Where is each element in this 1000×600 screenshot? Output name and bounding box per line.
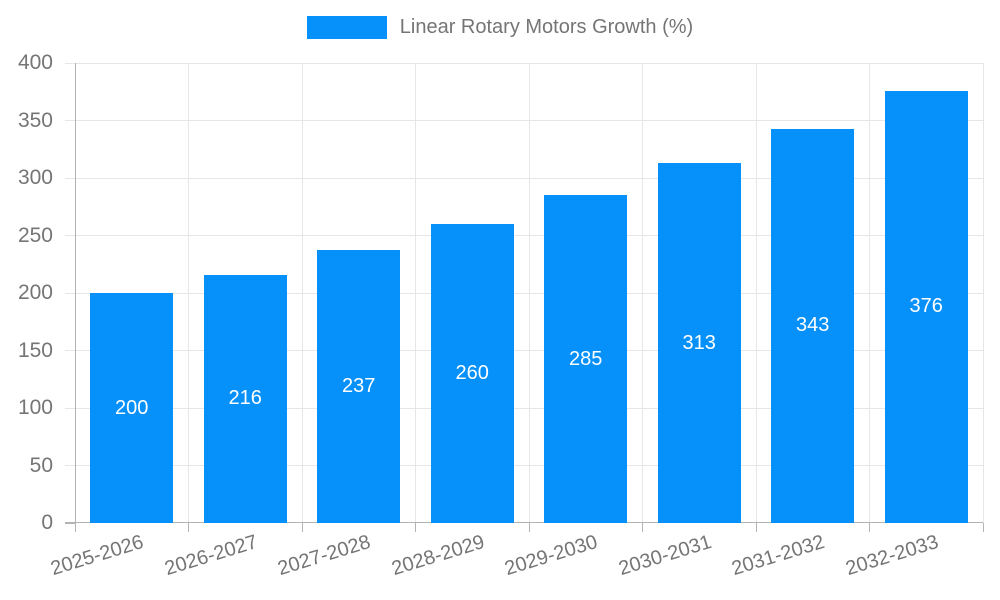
x-tick (74, 523, 76, 532)
x-axis-label: 2028-2029 (388, 531, 487, 581)
bar-2025-2026[interactable]: 200 (90, 293, 174, 523)
x-axis-label: 2027-2028 (275, 531, 374, 581)
bar-value-label: 376 (909, 295, 943, 318)
x-tick (528, 523, 530, 532)
legend-label: Linear Rotary Motors Growth (%) (399, 16, 694, 38)
y-tick (65, 465, 75, 466)
x-tick (415, 523, 416, 532)
bar-2032-2033[interactable]: 376 (884, 90, 968, 523)
legend-swatch (306, 16, 387, 39)
y-axis-label: 350 (17, 108, 53, 132)
y-axis-label: 0 (41, 511, 53, 534)
bar-value-label: 285 (569, 347, 603, 370)
x-gridline (415, 63, 416, 523)
bar-value-label: 216 (228, 387, 262, 410)
x-axis-label: 2026-2027 (161, 531, 260, 581)
y-axis-label: 150 (17, 338, 53, 362)
legend[interactable]: Linear Rotary Motors Growth (%) (0, 16, 1000, 39)
y-tick (65, 177, 75, 179)
y-tick (65, 120, 75, 121)
bar-2027-2028[interactable]: 237 (317, 250, 401, 523)
x-tick (869, 523, 870, 532)
x-axis-label: 2032-2033 (842, 531, 941, 581)
x-axis-label: 2029-2030 (502, 531, 601, 581)
x-tick (188, 523, 189, 532)
bar-value-label: 313 (682, 331, 716, 354)
x-gridline (982, 63, 984, 523)
y-tick (65, 407, 75, 409)
x-tick (642, 523, 643, 532)
y-tick (65, 292, 75, 294)
bar-2030-2031[interactable]: 313 (657, 163, 741, 523)
x-gridline (188, 63, 189, 523)
bar-value-label: 260 (455, 362, 489, 384)
bar-value-label: 343 (796, 314, 830, 337)
bar-value-label: 237 (342, 375, 376, 398)
x-tick (301, 523, 303, 532)
y-tick (65, 235, 75, 236)
x-axis-line (65, 522, 983, 523)
y-axis-label: 50 (29, 453, 53, 477)
y-axis-label: 100 (17, 396, 53, 419)
bar-2029-2030[interactable]: 285 (544, 195, 628, 523)
bar-2028-2029[interactable]: 260 (430, 224, 514, 523)
x-gridline (642, 63, 643, 523)
y-axis-label: 400 (17, 51, 53, 74)
plot-area: 200 2025-2026 216 2026-2027 237 2027-2028 260 2… (48, 62, 984, 580)
x-tick (755, 523, 757, 532)
y-tick (65, 522, 75, 524)
x-axis-label: 2025-2026 (48, 531, 147, 581)
x-gridline (869, 63, 870, 523)
y-axis-label: 300 (17, 166, 53, 189)
x-axis-label: 2031-2032 (729, 531, 828, 581)
x-gridline (528, 63, 530, 523)
x-gridline (755, 63, 757, 523)
x-axis-label: 2030-2031 (615, 531, 714, 581)
y-tick (65, 350, 75, 351)
y-axis-label: 200 (17, 281, 53, 304)
y-axis-label: 250 (17, 223, 53, 247)
x-gridline (301, 63, 303, 523)
y-tick (65, 62, 75, 64)
bar-2026-2027[interactable]: 216 (203, 274, 287, 523)
x-tick (982, 523, 984, 532)
bar-value-label: 200 (115, 396, 149, 419)
bar-2031-2032[interactable]: 343 (771, 128, 855, 523)
y-axis-line (74, 63, 76, 523)
